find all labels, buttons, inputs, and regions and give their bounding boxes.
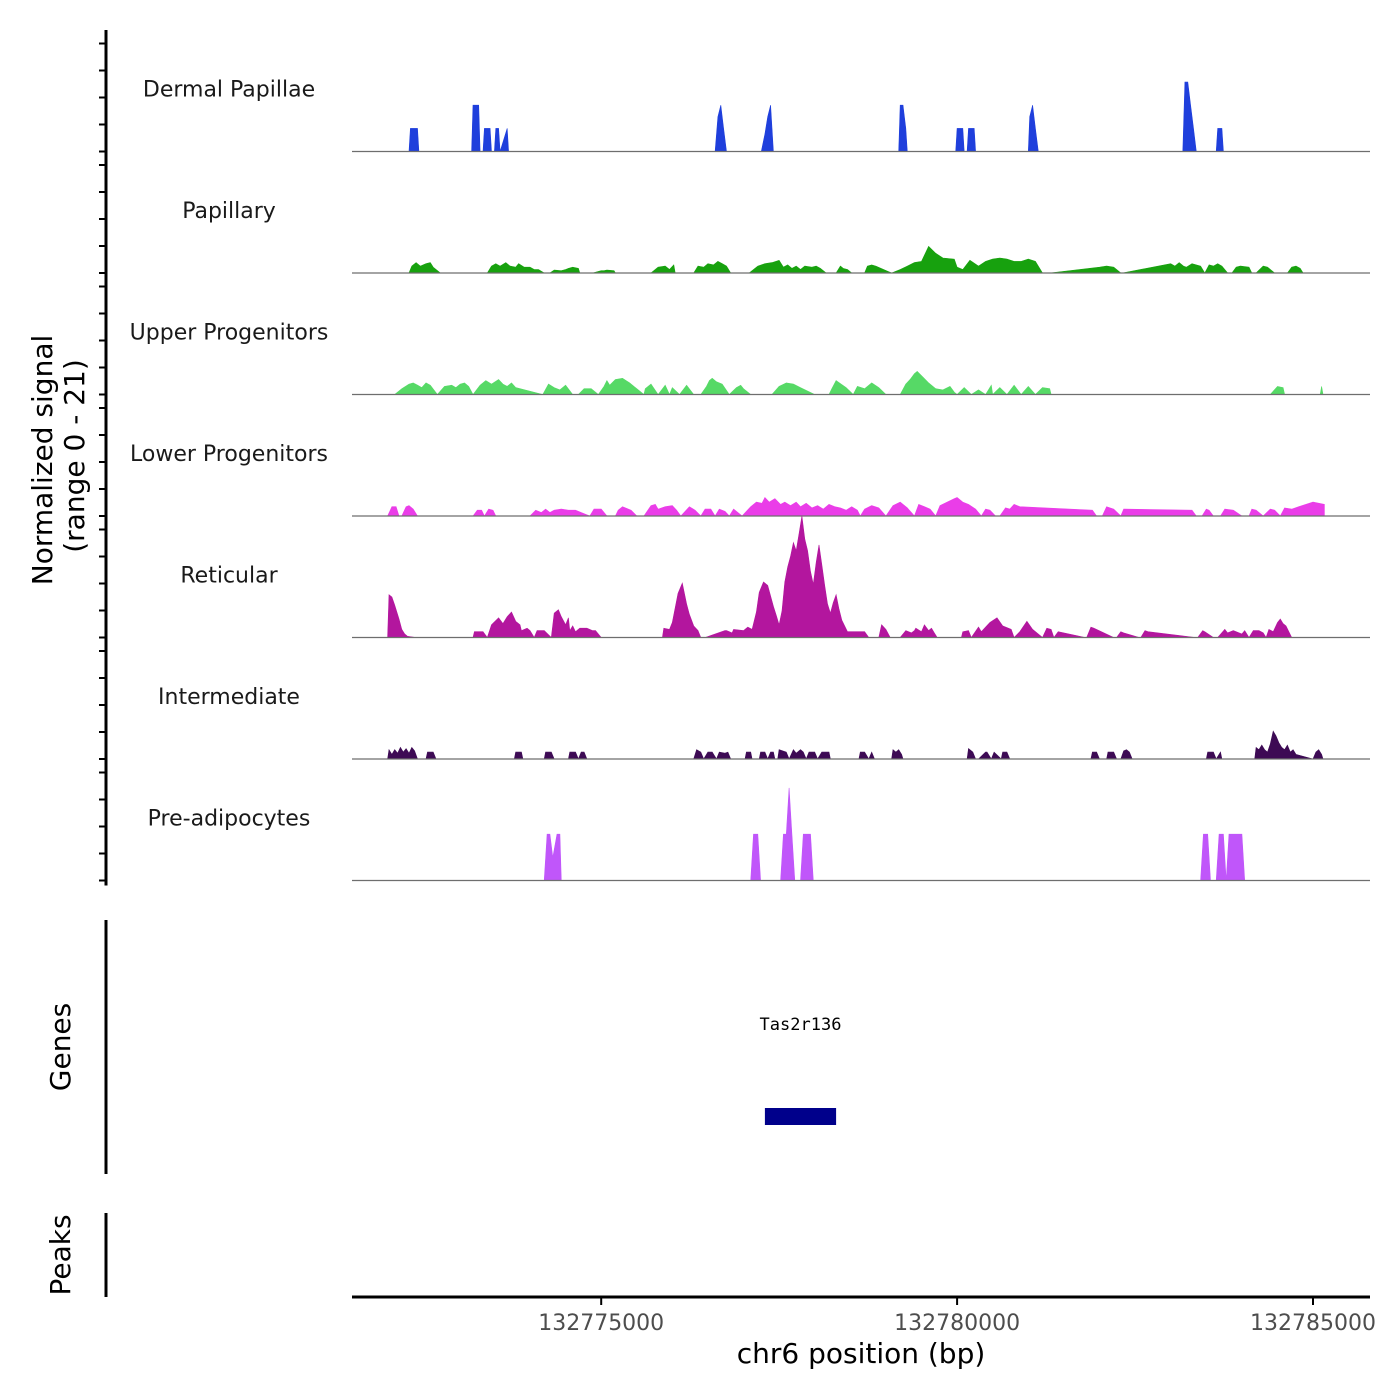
x-axis: 132775000 132780000 132785000 xyxy=(352,1295,1376,1336)
x-tick-label: 132775000 xyxy=(538,1311,664,1336)
signal-area-papillary xyxy=(408,245,1304,274)
track-label-lower-progenitors: Lower Progenitors xyxy=(130,442,328,467)
peaks-panel: Peaks xyxy=(44,1213,108,1297)
x-tick-label: 132780000 xyxy=(894,1311,1020,1336)
signal-area-pre-adipocytes xyxy=(543,787,1246,881)
signal-tracks: Dermal Papillae Papillary Upper Progenitor… xyxy=(130,78,1370,882)
gene-label-tas2r136: Tas2r136 xyxy=(760,1015,842,1035)
y-axis-title-line1: Normalized signal xyxy=(26,335,59,586)
genes-panel-label: Genes xyxy=(44,1003,77,1091)
genes-panel: Genes Tas2r136 xyxy=(44,920,841,1174)
track-label-papillary: Papillary xyxy=(182,199,276,224)
track-reticular: Reticular xyxy=(180,515,1370,639)
track-intermediate: Intermediate xyxy=(158,685,1370,760)
track-label-reticular: Reticular xyxy=(180,564,278,589)
track-label-intermediate: Intermediate xyxy=(158,685,300,710)
gene-body-tas2r136 xyxy=(764,1108,837,1125)
track-label-dermal-papillae: Dermal Papillae xyxy=(143,78,315,103)
y-axis-title-line2: (range 0 - 21) xyxy=(58,359,91,553)
signal-area-dermal-papillae xyxy=(408,81,1224,152)
signal-axis xyxy=(99,30,108,886)
track-upper-progenitors: Upper Progenitors xyxy=(130,321,1370,396)
signal-area-intermediate xyxy=(387,730,1324,760)
signal-area-lower-progenitors xyxy=(387,496,1325,517)
track-lower-progenitors: Lower Progenitors xyxy=(130,442,1370,517)
track-label-upper-progenitors: Upper Progenitors xyxy=(130,321,329,346)
track-papillary: Papillary xyxy=(182,199,1370,274)
peaks-panel-label: Peaks xyxy=(44,1214,77,1295)
track-dermal-papillae: Dermal Papillae xyxy=(143,78,1370,153)
x-tick-label: 132785000 xyxy=(1250,1311,1376,1336)
signal-area-upper-progenitors xyxy=(393,370,1324,396)
signal-area-reticular xyxy=(387,515,1292,639)
track-pre-adipocytes: Pre-adipocytes xyxy=(148,787,1370,882)
x-axis-title: chr6 position (bp) xyxy=(737,1337,986,1370)
track-label-pre-adipocytes: Pre-adipocytes xyxy=(148,807,311,832)
